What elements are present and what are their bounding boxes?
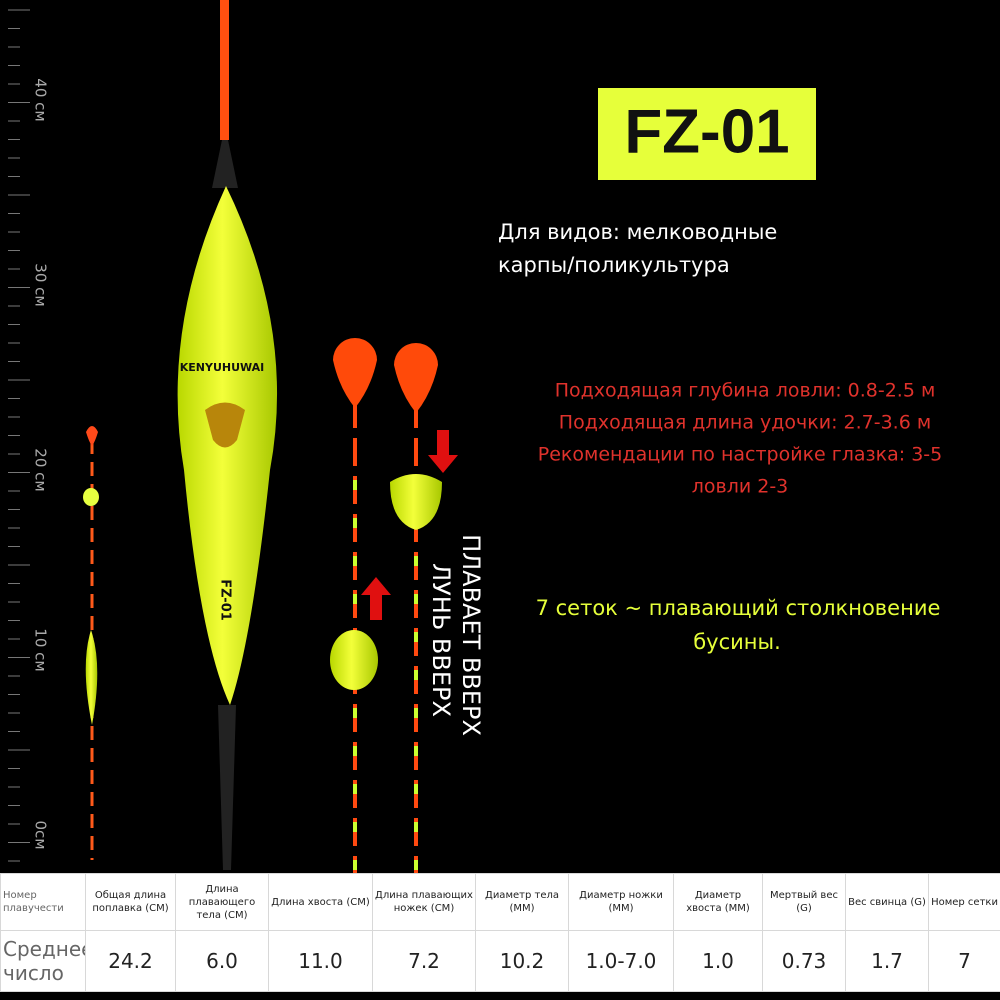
spec-text: Рекомендации по настройке глазка: 3-5 — [538, 444, 943, 466]
value-row: Среднее число 24.2 6.0 11.0 7.2 10.2 1.0-7.0 1.… — [0, 930, 1000, 992]
value-cell: 1.7 — [845, 930, 929, 992]
arrow-label: ЛУНЬ ВВЕРХ — [427, 563, 455, 717]
feature-text: 7 сеток ~ плавающий столкновение — [536, 596, 941, 620]
bead-float-up — [330, 338, 391, 873]
header-cell: Вес свинца (G) — [845, 873, 929, 931]
illustration: 40 см 30 см 20 см 10 см 0см KENYUHUWAI F… — [8, 0, 943, 873]
title-box — [598, 88, 816, 180]
spec-text: Подходящая глубина ловли: 0.8-2.5 м — [555, 380, 936, 402]
value-cell: 24.2 — [85, 930, 176, 992]
header-row: Номер плавучести Общая длина поплавка (CM… — [0, 873, 1000, 931]
header-cell: Общая длина поплавка (CM) — [85, 873, 176, 931]
title: FZ-01 — [624, 97, 789, 166]
spec-text: Подходящая длина удочки: 2.7-3.6 м — [559, 412, 931, 434]
value-cell: 0.73 — [762, 930, 846, 992]
ruler-label: 30 см — [32, 263, 50, 306]
value-cell: 1.0-7.0 — [568, 930, 674, 992]
header-cell: Диаметр тела (MM) — [475, 873, 569, 931]
bead-float-down — [390, 343, 458, 873]
header-cell: Длина плавающих ножек (CM) — [372, 873, 476, 931]
header-cell: Длина плавающего тела (CM) — [175, 873, 269, 931]
value-cell: 10.2 — [475, 930, 569, 992]
header-cell: Номер плавучести — [0, 873, 86, 931]
species-text: карпы/поликультура — [498, 253, 730, 277]
ruler-label: 10 см — [32, 628, 50, 671]
arrow-label: ПЛАВАЕТ ВВЕРХ — [457, 534, 485, 736]
small-float — [83, 426, 99, 860]
value-cell: 7.2 — [372, 930, 476, 992]
spec-table: Номер плавучести Общая длина поплавка (CM… — [0, 873, 1000, 992]
header-cell: Мертвый вес (G) — [762, 873, 846, 931]
value-cell: Среднее число — [0, 930, 86, 992]
float-brand: KENYUHUWAI — [180, 361, 265, 374]
value-cell: 1.0 — [673, 930, 763, 992]
ruler-label: 40 см — [32, 78, 50, 121]
header-cell: Диаметр ножки (MM) — [568, 873, 674, 931]
ruler-label: 0см — [32, 820, 50, 849]
species-text: Для видов: мелководные — [498, 220, 777, 244]
ruler — [8, 9, 30, 862]
value-cell: 6.0 — [175, 930, 269, 992]
float-model: FZ-01 — [218, 579, 233, 621]
header-cell: Длина хвоста (CM) — [268, 873, 373, 931]
value-cell: 11.0 — [268, 930, 373, 992]
main-float: KENYUHUWAI FZ-01 — [177, 0, 278, 870]
feature-text: бусины. — [693, 630, 781, 654]
spec-text: ловли 2-3 — [692, 476, 789, 498]
ruler-label: 20 см — [32, 448, 50, 491]
header-cell: Диаметр хвоста (MM) — [673, 873, 763, 931]
value-cell: 7 — [928, 930, 1000, 992]
header-cell: Номер сетки — [928, 873, 1000, 931]
